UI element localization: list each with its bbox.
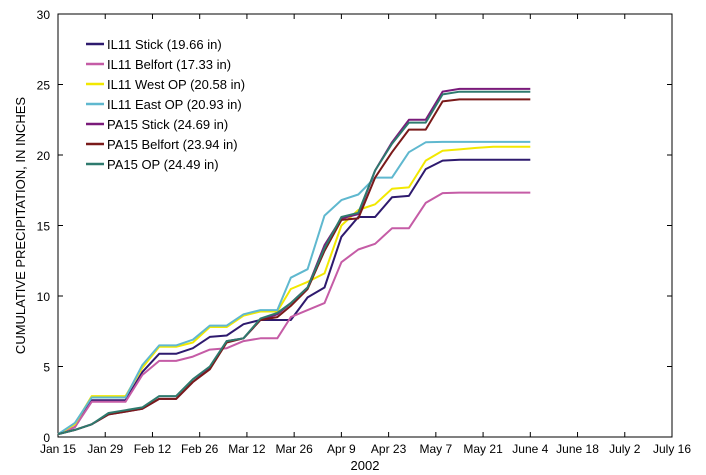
y-tick-label: 5	[43, 361, 50, 375]
legend-label: IL11 Stick (19.66 in)	[107, 37, 222, 52]
y-tick-label: 20	[37, 149, 51, 163]
legend-label: IL11 West OP (20.58 in)	[107, 77, 245, 92]
y-axis-title: CUMULATIVE PRECIPITATION, IN INCHES	[13, 97, 28, 354]
x-tick-label: June 18	[556, 442, 599, 456]
y-axis: 0 5 10 15 20 25 30	[37, 8, 672, 445]
legend-label: PA15 Belfort (23.94 in)	[107, 137, 238, 152]
legend-label: PA15 Stick (24.69 in)	[107, 117, 228, 132]
series-line-1	[57, 158, 531, 436]
series-line-4	[57, 140, 531, 436]
series-line-2	[57, 191, 531, 436]
x-tick-label: July 16	[653, 442, 691, 456]
legend: IL11 Stick (19.66 in) IL11 Belfort (17.33…	[86, 37, 245, 172]
y-tick-label: 15	[37, 220, 51, 234]
x-tick-label: May 21	[463, 442, 503, 456]
y-tick-label: 10	[37, 290, 51, 304]
x-tick-label: Mar 12	[228, 442, 266, 456]
series-line-6	[57, 98, 531, 436]
y-tick-label: 0	[43, 431, 50, 445]
legend-label: IL11 East OP (20.93 in)	[107, 97, 242, 112]
series-line-7	[57, 90, 531, 436]
series-lines	[57, 87, 531, 436]
y-tick-label: 25	[37, 79, 51, 93]
legend-label: PA15 OP (24.49 in)	[107, 157, 219, 172]
x-tick-label: July 2	[609, 442, 641, 456]
y-tick-label: 30	[37, 8, 51, 22]
x-tick-label: Jan 15	[40, 442, 76, 456]
x-tick-label: Jan 29	[87, 442, 123, 456]
x-axis: Jan 15 Jan 29 Feb 12 Feb 26 Mar 12 Mar 26 Apr …	[40, 14, 691, 456]
x-tick-label: Apr 9	[327, 442, 356, 456]
x-tick-label: Feb 12	[134, 442, 172, 456]
x-tick-label: June 4	[512, 442, 548, 456]
x-tick-label: Apr 23	[371, 442, 407, 456]
x-axis-title: 2002	[351, 458, 380, 473]
x-tick-label: Mar 26	[275, 442, 313, 456]
x-tick-label: Feb 26	[181, 442, 219, 456]
x-tick-label: May 7	[420, 442, 453, 456]
legend-label: IL11 Belfort (17.33 in)	[107, 57, 231, 72]
